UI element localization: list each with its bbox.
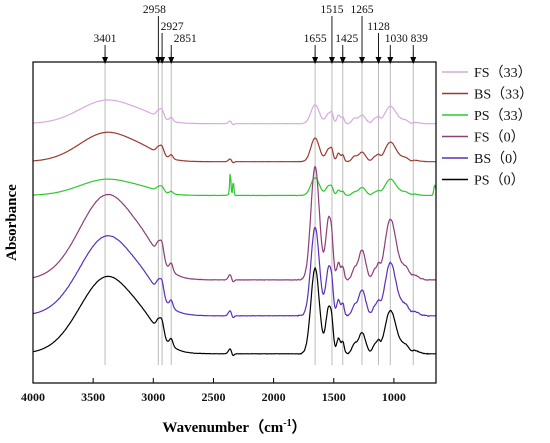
peak-label-1425: 1425 bbox=[335, 33, 358, 45]
legend-label-5: PS（0） bbox=[474, 173, 525, 189]
series-layer bbox=[32, 99, 437, 357]
legend-label-3: FS（0） bbox=[474, 130, 525, 146]
legend-label-0: FS（33） bbox=[474, 65, 532, 81]
peak-label-1655: 1655 bbox=[304, 33, 327, 45]
legend-label-2: PS（33） bbox=[474, 108, 532, 124]
peak-arrow-1030 bbox=[387, 57, 394, 64]
series-line-4 bbox=[32, 226, 436, 319]
series-line-3 bbox=[32, 165, 436, 283]
peak-arrow-1655 bbox=[312, 57, 319, 64]
peak-label-3401: 3401 bbox=[94, 33, 117, 45]
x-axis-ticks: 4000 3500 3000 2500 2000 1500 1000 bbox=[21, 378, 406, 404]
series-line-2 bbox=[33, 173, 437, 197]
peak-label-2927: 2927 bbox=[161, 21, 184, 33]
peak-label-1265: 1265 bbox=[351, 4, 374, 16]
x-tick-label-2500: 2500 bbox=[201, 390, 225, 404]
x-tick-label-2000: 2000 bbox=[262, 390, 286, 404]
peak-arrow-1128 bbox=[375, 57, 382, 64]
series-line-0 bbox=[33, 99, 436, 126]
peak-label-839: 839 bbox=[411, 33, 429, 45]
peak-arrow-839 bbox=[410, 57, 417, 64]
y-axis-title: Absorbance bbox=[4, 184, 20, 261]
legend: FS（33） BS（33） PS（33） FS（0） BS（0） PS（0） bbox=[442, 65, 533, 189]
peak-arrow-3401 bbox=[102, 57, 109, 64]
peak-arrow-1515 bbox=[328, 57, 335, 64]
peak-label-2851: 2851 bbox=[174, 33, 197, 45]
peak-label-1515: 1515 bbox=[320, 4, 343, 16]
peak-label-1030: 1030 bbox=[385, 33, 408, 45]
peak-arrow-2851 bbox=[168, 57, 175, 64]
x-tick-label-1000: 1000 bbox=[382, 390, 406, 404]
x-tick-label-4000: 4000 bbox=[21, 390, 45, 404]
peak-arrow-1425 bbox=[339, 57, 346, 64]
peak-arrow-1265 bbox=[359, 57, 366, 64]
plot-frame bbox=[32, 61, 437, 384]
x-tick-label-3000: 3000 bbox=[141, 390, 165, 404]
peak-label-1128: 1128 bbox=[367, 21, 390, 33]
legend-label-4: BS（0） bbox=[474, 151, 526, 167]
series-line-1 bbox=[32, 131, 436, 164]
peak-label-2958: 2958 bbox=[143, 4, 166, 16]
x-tick-label-3500: 3500 bbox=[81, 390, 105, 404]
x-tick-label-1500: 1500 bbox=[322, 390, 346, 404]
x-axis-title: Wavenumber（cm-1） bbox=[162, 418, 306, 436]
legend-label-1: BS（33） bbox=[474, 87, 533, 103]
peak-arrow-2927 bbox=[159, 57, 166, 64]
series-line-5 bbox=[32, 267, 436, 357]
